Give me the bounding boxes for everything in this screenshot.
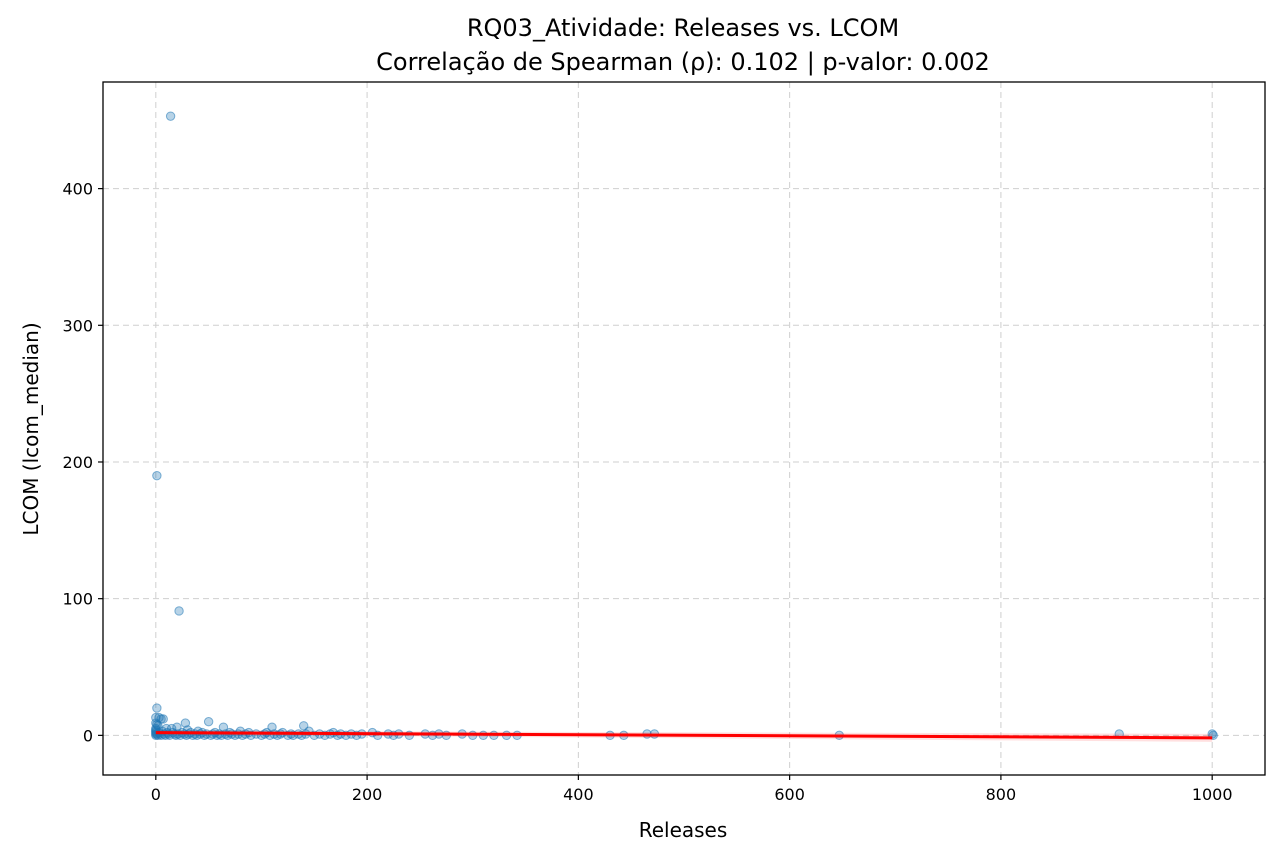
regression-layer [155, 730, 1213, 742]
x-tick-label: 400 [563, 785, 594, 804]
x-tick-label: 800 [986, 785, 1017, 804]
y-tick-label: 0 [83, 726, 93, 745]
x-tick-label: 200 [352, 785, 383, 804]
x-tick-label: 0 [151, 785, 161, 804]
y-tick-label: 300 [62, 316, 93, 335]
y-axis-label: LCOM (lcom_median) [19, 322, 43, 535]
y-tick-label: 200 [62, 453, 93, 472]
y-tick-label: 100 [62, 590, 93, 609]
chart-subtitle: Correlação de Spearman (ρ): 0.102 | p-va… [376, 48, 990, 76]
x-tick-label: 600 [774, 785, 805, 804]
data-point [158, 714, 168, 724]
y-tick-label: 400 [62, 180, 93, 199]
data-point [152, 703, 162, 713]
data-point [174, 606, 184, 616]
data-point [180, 718, 191, 728]
x-axis-label: Releases [639, 818, 728, 842]
chart-title: RQ03_Atividade: Releases vs. LCOM [467, 14, 899, 42]
regression-line [155, 731, 1213, 740]
data-point [165, 111, 176, 121]
data-point [152, 470, 162, 481]
data-points [151, 111, 1218, 741]
grid [103, 82, 1265, 775]
plot-frame [102, 81, 1266, 776]
data-point [203, 716, 214, 727]
axis-ticks: 0 200 400 600 800 1000 0 100 200 300 400 [62, 180, 1232, 804]
x-tick-label: 1000 [1192, 785, 1233, 804]
